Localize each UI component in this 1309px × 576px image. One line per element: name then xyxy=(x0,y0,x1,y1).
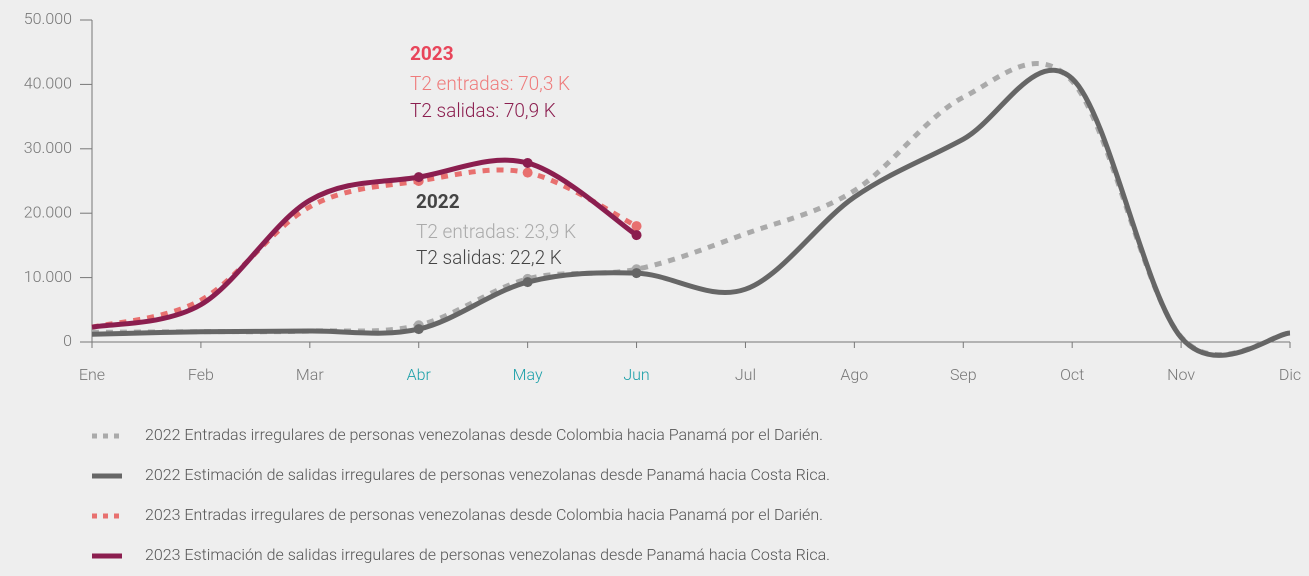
x-tick-label: Ene xyxy=(79,365,105,384)
series-line xyxy=(91,67,1291,358)
annotation: 2023 xyxy=(410,42,454,65)
x-tick-label: Jun xyxy=(623,365,649,384)
annotation: 2022 xyxy=(416,190,460,213)
x-tick-label: Abr xyxy=(407,365,432,384)
x-tick-label: Oct xyxy=(1060,365,1084,384)
y-tick-label: 50.000 xyxy=(24,9,72,28)
annotation: T2 salidas: 70,9 K xyxy=(410,99,556,122)
annotation: T2 entradas: 23,9 K xyxy=(416,220,576,243)
x-tick-label: Sep xyxy=(950,365,977,384)
series-line xyxy=(91,167,638,330)
x-tick-label: Mar xyxy=(296,365,324,384)
data-point xyxy=(631,221,642,232)
legend-label: 2023 Entradas irregulares de personas ve… xyxy=(145,505,823,524)
x-tick-label: Nov xyxy=(1167,365,1195,384)
x-tick-label: Dic xyxy=(1279,365,1301,384)
y-tick-label: 0 xyxy=(63,331,72,350)
data-point xyxy=(413,172,424,183)
x-tick-label: May xyxy=(513,365,543,384)
legend-label: 2022 Estimación de salidas irregulares d… xyxy=(145,465,830,484)
data-point xyxy=(631,230,642,241)
x-tick-label: Ago xyxy=(840,365,868,384)
legend-label: 2022 Entradas irregulares de personas ve… xyxy=(145,425,823,444)
legend-label: 2023 Estimación de salidas irregulares d… xyxy=(145,545,830,564)
y-tick-label: 40.000 xyxy=(24,74,72,93)
data-point xyxy=(522,167,533,178)
x-tick-label: Feb xyxy=(188,365,214,384)
series-line xyxy=(91,61,1291,358)
data-point xyxy=(522,157,533,168)
data-point xyxy=(413,324,424,335)
series-line xyxy=(91,157,638,330)
annotation: T2 salidas: 22,2 K xyxy=(416,246,562,269)
data-point xyxy=(522,277,533,288)
annotation: T2 entradas: 70,3 K xyxy=(410,72,570,95)
y-tick-label: 30.000 xyxy=(24,138,72,157)
y-tick-label: 10.000 xyxy=(24,267,72,286)
x-tick-label: Jul xyxy=(735,365,756,384)
data-point xyxy=(631,268,642,279)
y-tick-label: 20.000 xyxy=(24,202,72,221)
